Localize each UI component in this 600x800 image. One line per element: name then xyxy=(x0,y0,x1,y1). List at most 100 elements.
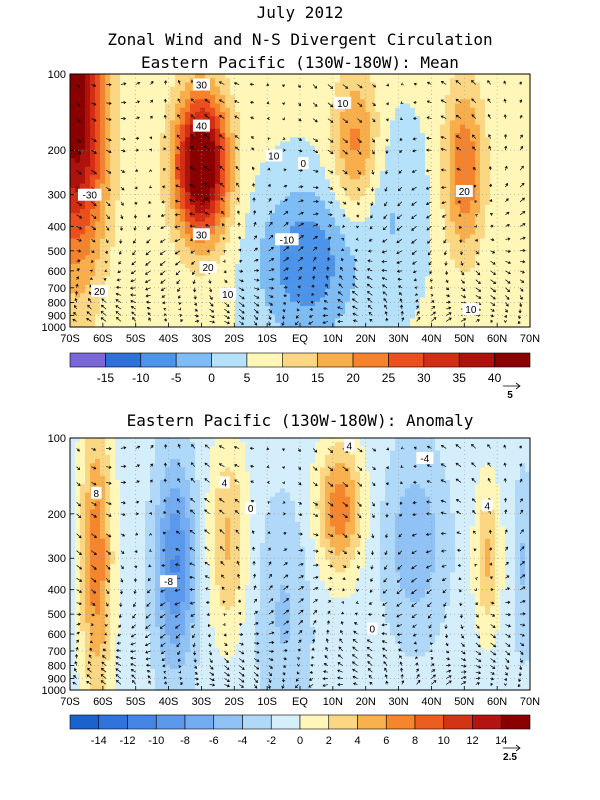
mean-y-tick-label: 300 xyxy=(48,190,66,202)
mean-colorbar-label: 40 xyxy=(488,371,502,385)
mean-colorbar-label: 10 xyxy=(276,371,290,385)
mean-colorbar-label: 35 xyxy=(453,371,467,385)
anom-colorbar-label: 0 xyxy=(297,735,303,747)
mean-x-tick-label: 40S xyxy=(159,333,179,345)
anom-colorbar-label: 8 xyxy=(412,735,418,747)
mean-y-tick-label: 500 xyxy=(48,246,66,258)
mean-colorbar-swatch xyxy=(105,352,142,368)
anom-colorbar-swatch xyxy=(299,714,330,730)
anom-colorbar-swatch xyxy=(98,714,128,730)
anom-y-tick-label: 500 xyxy=(48,609,66,621)
anom-colorbar-swatch xyxy=(414,714,445,730)
anom-colorbar-label: -14 xyxy=(91,735,107,747)
mean-y-tick-label: 1000 xyxy=(42,322,66,334)
anom-x-tick-label: 20S xyxy=(224,696,244,708)
anom-x-tick-label: 30S xyxy=(192,696,212,708)
anom-colorbar-label: 14 xyxy=(495,735,507,747)
anom-colorbar-label: -4 xyxy=(238,735,248,747)
mean-contour-label: 20 xyxy=(91,284,109,298)
mean-y-tick-label: 600 xyxy=(48,266,66,278)
mean-colorbar-swatch xyxy=(211,352,248,368)
mean-contour-label: 30 xyxy=(192,78,210,91)
anom-shaded-field xyxy=(70,438,531,691)
anom-x-tick-label: 20N xyxy=(356,696,376,708)
mean-x-tick-label: 10S xyxy=(257,333,277,345)
anom-colorbar-swatch xyxy=(155,714,186,730)
anom-colorbar-swatch xyxy=(69,714,100,730)
anom-colorbar-swatch xyxy=(270,714,301,730)
mean-x-tick-label: 60S xyxy=(93,333,113,345)
mean-x-tick-label: EQ xyxy=(292,333,308,345)
anom-colorbar-label: 6 xyxy=(383,735,389,747)
anom-colorbar-label: 12 xyxy=(466,735,478,747)
anom-colorbar-label: -8 xyxy=(180,735,190,747)
anom-colorbar-label: -6 xyxy=(209,735,219,747)
mean-y-tick-label: 400 xyxy=(48,221,66,233)
mean-colorbar-swatch xyxy=(352,352,389,368)
anom-colorbar-swatch xyxy=(500,714,531,730)
mean-x-tick-label: 20N xyxy=(356,333,376,345)
mean-contour-label: 30 xyxy=(192,228,210,241)
mean-y-tick-label: 100 xyxy=(48,70,66,81)
anom-y-tick-label: 800 xyxy=(48,661,66,673)
mean-contour-label: 20 xyxy=(455,184,473,198)
anom-colorbar-swatch xyxy=(242,714,272,730)
mean-contour-label: 10 xyxy=(265,149,283,163)
anom-colorbar-label: -12 xyxy=(120,735,136,747)
anom-colorbar-swatch xyxy=(472,714,502,730)
anom-contour-label: 4 xyxy=(219,476,230,489)
mean-colorbar-label: -5 xyxy=(171,371,182,385)
mean-x-tick-label: 10N xyxy=(323,333,343,345)
anom-x-tick-label: 10N xyxy=(323,696,343,708)
mean-colorbar-swatch xyxy=(494,352,531,368)
anom-x-tick-label: EQ xyxy=(292,696,308,708)
anom-x-tick-label: 50S xyxy=(126,696,146,708)
mean-x-tick-label: 20S xyxy=(224,333,244,345)
anom-reference-vector xyxy=(503,744,521,752)
mean-colorbar-label: 25 xyxy=(382,371,396,385)
mean-reference-vector xyxy=(503,382,521,390)
anom-x-tick-label: 40S xyxy=(159,696,179,708)
mean-colorbar-swatch xyxy=(140,352,177,368)
anom-y-tick-label: 600 xyxy=(48,629,66,641)
anom-x-tick-label: 60N xyxy=(487,696,507,708)
anom-colorbar-swatch xyxy=(328,714,358,730)
mean-colorbar-swatch xyxy=(317,352,354,368)
mean-colorbar-swatch xyxy=(282,352,318,368)
mean-contour-label: 40 xyxy=(192,119,210,133)
mean-colorbar-label: 20 xyxy=(346,371,360,385)
anom-x-tick-label: 40N xyxy=(421,696,441,708)
anom-y-tick-label: 900 xyxy=(48,673,66,685)
mean-reference-vector-label: 5 xyxy=(507,390,513,400)
figure-title: July 2012 xyxy=(256,3,344,22)
anom-contour-label: -8 xyxy=(160,575,178,588)
mean-colorbar-swatch xyxy=(69,352,106,368)
anom-contour-label: 4 xyxy=(344,439,355,452)
anom-y-tick-label: 400 xyxy=(48,585,66,597)
mean-colorbar-label: 15 xyxy=(311,371,325,385)
anom-y-tick-label: 700 xyxy=(48,646,66,658)
mean-colorbar-label: -15 xyxy=(97,371,115,385)
anom-colorbar-label: 4 xyxy=(354,735,360,747)
anom-y-tick-label: 1000 xyxy=(42,685,66,697)
anom-colorbar-label: -2 xyxy=(266,735,276,747)
mean-contour-label: 10 xyxy=(219,287,237,301)
anom-colorbar-swatch xyxy=(127,714,157,730)
anom-contour-label: 0 xyxy=(367,622,378,635)
mean-colorbar-label: 30 xyxy=(417,371,431,385)
anom-x-tick-label: 70N xyxy=(520,696,540,708)
mean-x-tick-label: 70N xyxy=(520,333,540,345)
mean-x-tick-label: 30N xyxy=(388,333,408,345)
mean-colorbar-swatch xyxy=(388,352,425,368)
mean-y-tick-label: 900 xyxy=(48,310,66,322)
figure-subtitle: Zonal Wind and N-S Divergent Circulation xyxy=(107,30,493,49)
mean-contour-label: 20 xyxy=(199,261,217,274)
anom-colorbar-label: -10 xyxy=(148,735,164,747)
anom-y-tick-label: 200 xyxy=(48,509,66,521)
anom-contour-label: 0 xyxy=(245,502,256,515)
mean-colorbar-label: -10 xyxy=(132,371,150,385)
anom-colorbar-label: 10 xyxy=(438,735,450,747)
mean-y-tick-label: 800 xyxy=(48,297,66,309)
mean-x-tick-label: 30S xyxy=(192,333,212,345)
anom-x-tick-label: 60S xyxy=(93,696,113,708)
